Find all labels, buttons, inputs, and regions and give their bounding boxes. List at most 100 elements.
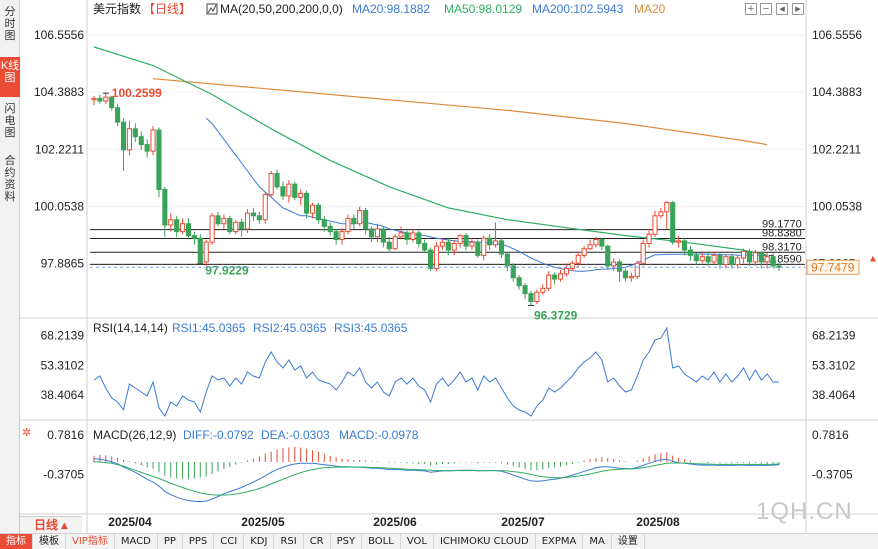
move-right-icon[interactable]: ▸ (792, 3, 804, 15)
toolbar-tab[interactable]: VOL (401, 534, 434, 549)
candle-body (528, 293, 534, 302)
ma200-value: MA200:102.5943 (532, 2, 624, 16)
candle-body (156, 129, 162, 190)
rsi-tick-right: 53.3102 (812, 358, 856, 372)
zoom-in-icon[interactable]: + (745, 3, 757, 15)
toolbar-tab[interactable]: PSY (331, 534, 363, 549)
candle-body (209, 215, 215, 243)
candle-body (546, 274, 552, 289)
candle-body (735, 257, 741, 266)
toolbar-tab[interactable]: PP (158, 534, 183, 549)
candle-body (327, 225, 333, 233)
candle-body (640, 242, 646, 264)
rsi2-value: RSI2:45.0365 (253, 321, 327, 335)
candle-body (439, 241, 445, 247)
ma-params: MA(20,50,200,200,0,0) (220, 2, 343, 16)
candle-body (457, 235, 463, 244)
toolbar-tab[interactable]: PPS (183, 534, 215, 549)
candle-body (699, 256, 705, 262)
candle-body (481, 237, 487, 256)
candle-body (758, 252, 764, 263)
macd-dea-value: DEA:-0.0303 (261, 428, 330, 442)
toolbar-tab[interactable]: MACD (115, 534, 158, 549)
candle-body (741, 250, 747, 259)
candle-body (268, 173, 274, 196)
candle-body (563, 268, 569, 275)
candle-body (475, 241, 481, 256)
macd-name: MACD(26,12,9) (93, 428, 176, 442)
candle-body (126, 128, 132, 151)
indicator-settings-icon (206, 3, 218, 15)
sidebar-tab[interactable]: 分时图 (4, 6, 16, 42)
toolbar-tab[interactable]: EXPMA (536, 534, 584, 549)
candle-body (776, 265, 782, 268)
toolbar-tab[interactable]: 指标 (0, 534, 33, 549)
candle-body (705, 256, 711, 263)
candle-body (764, 256, 770, 263)
candle-body (174, 219, 180, 233)
candle-body (752, 252, 758, 263)
toolbar-tab[interactable]: ICHIMOKU CLOUD (434, 534, 536, 549)
toolbar-tab[interactable]: RSI (274, 534, 304, 549)
ma20-value: MA20:98.1882 (352, 2, 430, 16)
candle-body (292, 183, 298, 198)
price-tick-left: 100.0538 (34, 199, 84, 213)
candle-body (227, 217, 233, 233)
price-cursor-icon: ▲ (868, 254, 878, 265)
candle-body (422, 242, 428, 251)
zoom-out-icon[interactable]: − (760, 3, 772, 15)
rsi-tick-left: 68.2139 (41, 329, 85, 343)
candle-body (723, 256, 729, 266)
candle-body (492, 240, 499, 246)
candle-body (717, 254, 723, 266)
toolbar-tab[interactable]: VIP指标 (66, 534, 115, 549)
price-tick-left: 102.2211 (35, 142, 84, 156)
candle-body (398, 232, 404, 238)
candle-body (91, 97, 97, 101)
candle-body (392, 236, 398, 250)
candle-body (729, 256, 735, 266)
move-left-icon[interactable]: ◂ (776, 3, 788, 15)
sidebar-tab[interactable]: K线图 (0, 57, 20, 97)
candle-body (746, 250, 753, 263)
toolbar-tab[interactable]: KDJ (244, 534, 275, 549)
toolbar-tab[interactable]: BOLL (362, 534, 401, 549)
candle-body (693, 254, 699, 262)
toolbar-tab[interactable]: 设置 (612, 534, 645, 549)
candle-body (622, 270, 629, 279)
toolbar-tab[interactable]: MA (583, 534, 612, 549)
candle-body (433, 245, 440, 270)
chart-canvas[interactable]: 106.5556 106.5556 104.3883 104.3883 102.2211… (0, 0, 878, 533)
candle-body (197, 237, 203, 263)
candle-body (658, 211, 664, 217)
toolbar-tab[interactable]: CCI (214, 534, 245, 549)
sidebar-tab[interactable]: 合约资料 (4, 155, 16, 203)
high-label: 100.2599 (112, 86, 162, 100)
toolbar-tab[interactable]: 模板 (33, 534, 66, 549)
candle-body (345, 217, 351, 233)
last-price-box (806, 259, 860, 275)
candle-body (664, 202, 670, 213)
candle-body (298, 192, 304, 198)
candle-body (256, 215, 262, 221)
toolbar-tab[interactable]: CR (304, 534, 331, 549)
sidebar: 分时图 K线图闪电图合约资料 (0, 0, 20, 549)
ma200-line (153, 78, 768, 146)
candle-body (557, 273, 564, 280)
candle-body (634, 262, 640, 277)
candle-body (162, 188, 168, 226)
last-price-label: 97.7479 (811, 260, 855, 274)
candle-body (504, 253, 510, 267)
candle-body (304, 192, 310, 214)
candle-body (534, 291, 540, 302)
candle-body (215, 215, 221, 225)
candle-body (628, 275, 634, 279)
period-button-label[interactable]: 日线 (34, 518, 59, 532)
symbol-label: 美元指数 (93, 1, 141, 16)
candle-body (605, 245, 611, 267)
period-button[interactable]: 日线 ▴ (20, 516, 82, 533)
macd-tick-right: -0.3705 (812, 468, 853, 482)
candle-body (451, 242, 457, 251)
sidebar-tab[interactable]: 闪电图 (4, 103, 16, 139)
